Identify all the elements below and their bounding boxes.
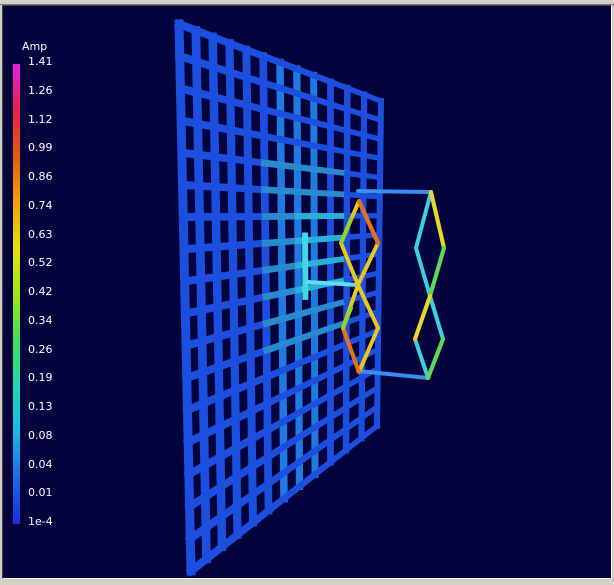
colorbar-tick-label: 1.12 (28, 112, 53, 126)
colorbar-tick-label: 0.26 (28, 342, 53, 356)
colorbar-tick-label: 0.52 (28, 256, 53, 270)
colorbar-tick-label: 0.34 (28, 313, 53, 327)
legend-title: Amp (22, 40, 48, 53)
colorbar-tick-label: 0.86 (28, 170, 53, 183)
colorbar-tick-label: 1.26 (28, 83, 53, 97)
colorbar-tick-label: 0.63 (28, 227, 53, 241)
colorbar-tick-label: 0.74 (28, 198, 53, 212)
colorbar-tick-label: 1e-4 (28, 515, 53, 528)
colorbar-tick-label: 0.01 (28, 486, 53, 500)
reflector-grid (173, 18, 385, 577)
colorbar-tick-label: 0.08 (28, 428, 53, 442)
colorbar-tick-label: 0.99 (28, 141, 53, 155)
colorbar-tick-label: 0.13 (28, 400, 53, 413)
feed-line (306, 280, 360, 287)
back-lower-diamond (413, 295, 445, 380)
colorbar-tick-label: 1.41 (28, 55, 53, 68)
feed-bottom-connector (356, 369, 430, 380)
feed-top-connector (356, 189, 433, 194)
colorbar-tick-label: 0.42 (28, 285, 53, 298)
colorbar-tick-label: 0.19 (28, 371, 53, 385)
window-title-strip (0, 0, 614, 5)
amplitude-colorbar (13, 64, 20, 524)
back-upper-diamond (414, 191, 446, 298)
antenna-scene[interactable] (3, 6, 611, 578)
window-bottom-border (0, 579, 614, 585)
3d-viewport[interactable]: Amp 1.41 1.26 1.12 0.99 0.86 0.74 0.63 0.52 0.42… (2, 5, 612, 579)
colorbar-tick-label: 0.04 (28, 457, 53, 471)
bowtie-feed-element (306, 189, 446, 380)
